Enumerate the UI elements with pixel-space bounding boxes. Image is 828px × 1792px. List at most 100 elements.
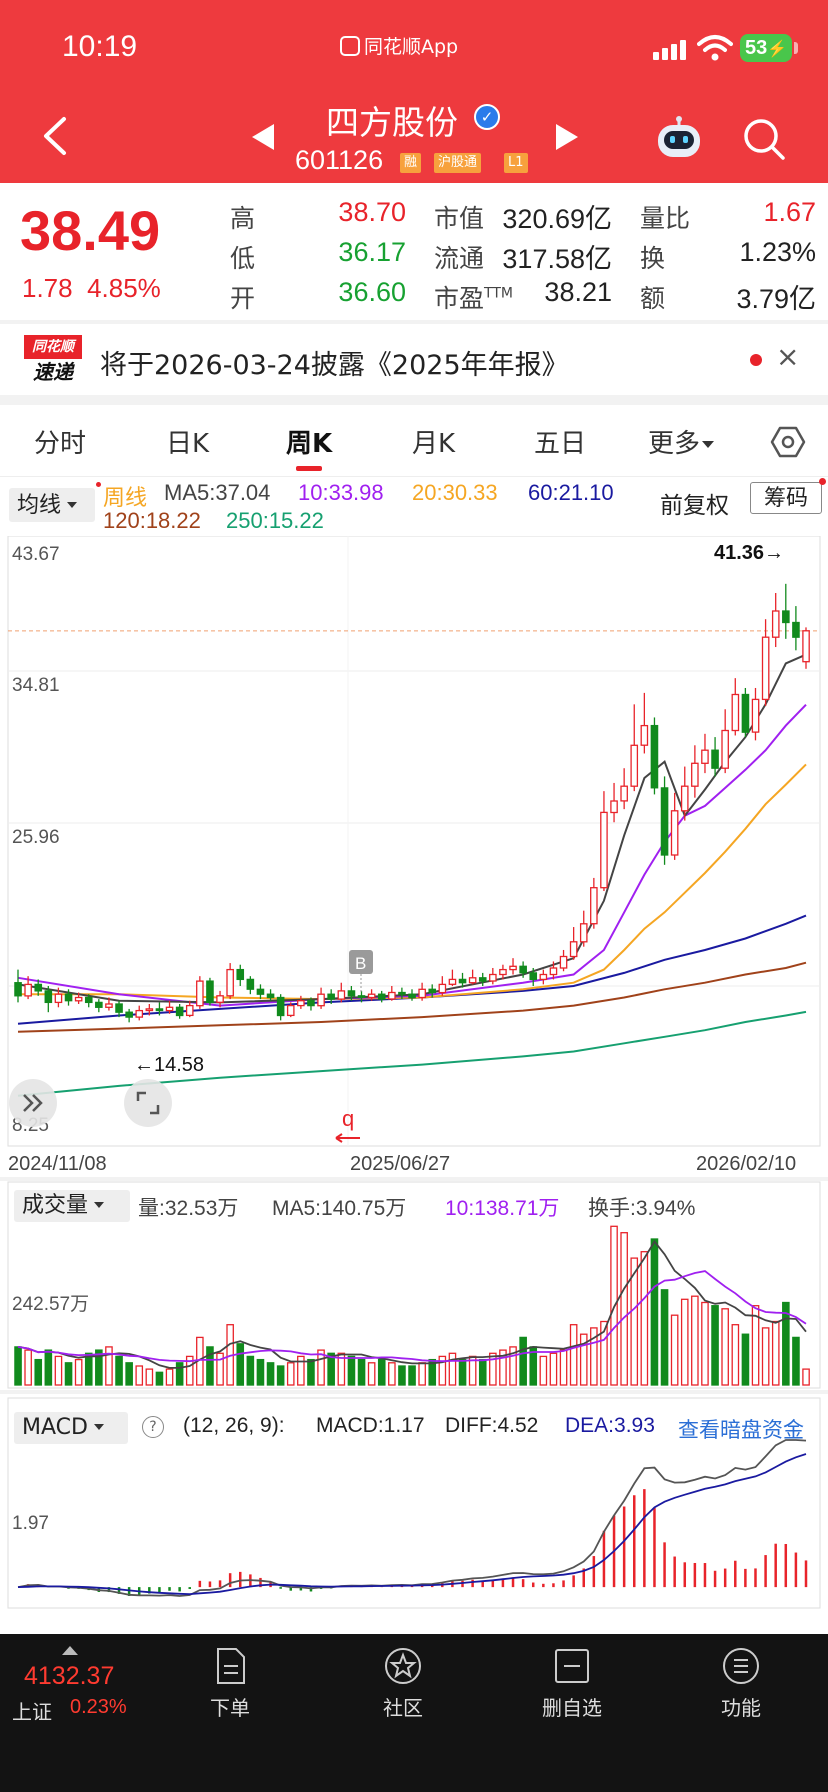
chip-distribution-button[interactable]: 筹码: [750, 482, 822, 514]
value-turnover: 1.23%: [739, 237, 816, 267]
volume-bar: [660, 1289, 669, 1386]
ma10-line: [17, 704, 807, 1007]
nav-functions-label: 功能: [721, 1696, 761, 1720]
news-logo-bottom: 速递: [33, 360, 73, 384]
indicator-selector[interactable]: 均线: [9, 488, 95, 522]
chevron-down-icon: [93, 1424, 104, 1430]
candle-body: [448, 978, 457, 985]
label-float: 流通: [434, 244, 485, 273]
value-mcap: 320.69亿: [502, 204, 612, 234]
volume-bar: [640, 1251, 649, 1386]
nav-community[interactable]: 社区: [358, 1646, 448, 1721]
volume-selector[interactable]: 成交量: [14, 1190, 130, 1222]
macd-selector[interactable]: MACD: [14, 1412, 128, 1444]
previous-stock-button[interactable]: [252, 124, 274, 150]
tab-intraday[interactable]: 分时: [34, 429, 87, 459]
period-tabs: 分时 日K 周K 月K 五日 更多: [0, 405, 828, 477]
cellular-signal-icon: [653, 40, 687, 60]
adjust-mode[interactable]: 前复权: [660, 492, 729, 518]
divider: [0, 320, 828, 324]
label-low: 低: [230, 244, 256, 273]
candle-body: [64, 993, 73, 1002]
tab-more[interactable]: 更多: [648, 423, 715, 460]
volume-bar: [428, 1358, 437, 1386]
volume-bar: [590, 1327, 598, 1386]
divider: [0, 1390, 828, 1394]
next-stock-button[interactable]: [556, 124, 578, 150]
macd-chart[interactable]: 1.97: [0, 1396, 828, 1610]
back-button[interactable]: [38, 115, 72, 157]
unread-dot: [750, 354, 762, 366]
min-price-label: ←14.58: [134, 1054, 204, 1076]
fullscreen-button[interactable]: [124, 1079, 172, 1127]
ma250-line: [17, 1010, 807, 1097]
volume-bar: [256, 1358, 265, 1386]
volume-bar: [579, 1333, 588, 1386]
tab-more-label: 更多: [648, 429, 701, 459]
macd-y-tick: 1.97: [12, 1513, 49, 1534]
search-icon[interactable]: [740, 115, 788, 163]
tab-five-day[interactable]: 五日: [534, 429, 587, 459]
close-news-button[interactable]: ×: [776, 340, 800, 373]
indicator-selector-label: 均线: [17, 492, 62, 517]
candle-body: [165, 1006, 174, 1012]
notification-dot: [819, 478, 826, 485]
label-high: 高: [230, 204, 256, 233]
robot-assistant-icon[interactable]: [654, 116, 704, 160]
candle-body: [377, 993, 386, 1000]
candle-body: [408, 993, 416, 999]
volume-bar: [95, 1349, 103, 1386]
kline-chart[interactable]: 43.67 34.81 25.96 8.25 41.36→ ←14.58 B q…: [0, 536, 828, 1176]
candle-body: [95, 1001, 103, 1008]
volume-bar: [337, 1352, 346, 1386]
y-tick-3: 25.96: [12, 827, 60, 848]
news-banner[interactable]: 同花顺 速递 将于2026-03-24披露《2025年年报》: [0, 325, 828, 395]
label-mcap: 市值: [434, 204, 485, 233]
volume-bar: [418, 1362, 426, 1386]
candle-body: [579, 923, 588, 943]
tab-weekly-k[interactable]: 周K: [286, 429, 333, 459]
tag-margin: 融: [400, 153, 422, 173]
nav-remove-watchlist-label: 删自选: [542, 1696, 602, 1720]
candle-body: [731, 693, 740, 732]
diff-value: DIFF:4.52: [445, 1414, 539, 1437]
label-vol-ratio: 量比: [640, 204, 691, 233]
wifi-icon: [697, 35, 733, 61]
volume-bar: [236, 1343, 245, 1386]
news-text[interactable]: 将于2026-03-24披露《2025年年报》: [100, 350, 569, 381]
volume-bar: [509, 1346, 517, 1386]
ma250-value: 250:15.22: [226, 508, 324, 533]
candle-body: [499, 968, 507, 976]
index-value[interactable]: 4132.37: [24, 1662, 115, 1690]
dark-pool-link[interactable]: 查看暗盘资金: [678, 1418, 804, 1442]
tab-daily-k[interactable]: 日K: [166, 429, 210, 459]
volume-bar: [630, 1257, 639, 1386]
candle-body: [34, 983, 43, 992]
index-up-icon: [62, 1646, 78, 1655]
value-float: 317.58亿: [502, 244, 612, 274]
buy-marker[interactable]: B: [349, 950, 373, 994]
nav-functions[interactable]: 功能: [696, 1646, 786, 1721]
volume-bar: [398, 1365, 406, 1386]
tab-monthly-k[interactable]: 月K: [412, 429, 456, 459]
candle-body: [438, 983, 447, 994]
current-price: 38.49: [20, 199, 161, 262]
expand-left-button[interactable]: [9, 1079, 57, 1127]
help-icon[interactable]: ?: [142, 1416, 164, 1438]
header: 10:19 同花顺App 53⚡ 四方股份 ✓ 601126 融 沪股通 L1: [0, 0, 828, 183]
nav-order[interactable]: 下单: [185, 1646, 275, 1721]
volume-bar: [317, 1349, 325, 1386]
label-amount: 额: [640, 284, 666, 313]
candle-body: [680, 785, 689, 812]
volume-bar: [24, 1349, 32, 1386]
candle-body: [337, 990, 346, 1000]
candle-body: [24, 983, 32, 997]
change-pct: 4.85%: [87, 273, 161, 303]
candle-body: [226, 968, 234, 997]
macd-params: (12, 26, 9):: [183, 1414, 285, 1437]
settings-icon[interactable]: [770, 424, 806, 460]
nav-remove-watchlist[interactable]: 删自选: [527, 1646, 617, 1721]
volume-bar: [680, 1298, 689, 1386]
volume-chart[interactable]: 242.57万: [0, 1180, 828, 1390]
divider: [0, 395, 828, 405]
